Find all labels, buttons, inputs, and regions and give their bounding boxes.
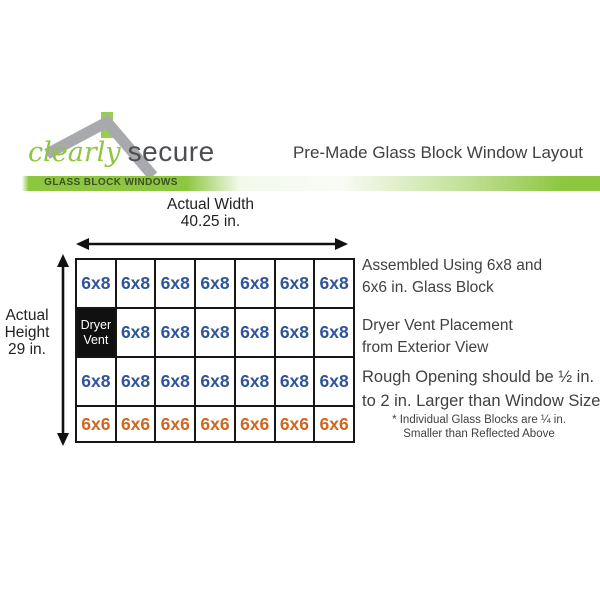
actual-width-label: Actual Width 40.25 in. — [118, 196, 303, 230]
height-value-text: 29 in. — [8, 341, 46, 358]
brand-tagline: GLASS BLOCK WINDOWS — [44, 177, 178, 188]
arrowhead-bottom — [57, 433, 69, 446]
glass-block-cell-6x8: 6x8 — [116, 260, 155, 307]
brand-logo: clearly secure — [28, 136, 215, 168]
footnote-line2: Smaller than Reflected Above — [403, 427, 555, 440]
glass-block-cell-6x6: 6x6 — [196, 407, 234, 441]
note-assembled-line2: 6x6 in. Glass Block — [362, 279, 494, 296]
glass-block-cell-6x8: 6x8 — [156, 358, 195, 406]
glass-block-cell-6x8: 6x8 — [275, 308, 314, 357]
note-dryer-vent-line1: Dryer Vent Placement — [362, 317, 513, 334]
glass-block-cell-6x8: 6x8 — [196, 308, 234, 357]
height-label-line1: Actual — [5, 307, 49, 324]
glass-block-cell-6x8: 6x8 — [116, 308, 155, 357]
glass-block-cell-6x6: 6x6 — [116, 407, 155, 441]
arrowhead-left — [76, 238, 89, 250]
glass-block-cell-6x8: 6x8 — [315, 308, 353, 357]
glass-block-cell-6x8: 6x8 — [156, 260, 195, 307]
glass-block-cell-6x6: 6x6 — [156, 407, 195, 441]
width-label-text: Actual Width — [166, 196, 254, 213]
green-banner — [0, 176, 600, 191]
note-dryer-vent: Dryer Vent Placement from Exterior View — [362, 315, 600, 359]
glass-block-grid: 6x8 6x8 6x8 6x8 6x8 6x8 6x8 Dryer Vent 6x8 6x8 6x8 6… — [75, 258, 355, 443]
page-title: Pre-Made Glass Block Window Layout — [292, 143, 584, 162]
glass-block-cell-6x8: 6x8 — [235, 358, 274, 406]
note-assembled-line1: Assembled Using 6x8 and — [362, 257, 543, 274]
glass-block-cell-6x8: 6x8 — [315, 260, 353, 307]
glass-block-cell-6x8: 6x8 — [235, 308, 274, 357]
note-dryer-vent-line2: from Exterior View — [362, 339, 489, 356]
glass-block-cell-6x8: 6x8 — [116, 358, 155, 406]
note-rough-opening-line2: to 2 in. Larger than Window Size — [362, 392, 600, 410]
roof-outline — [44, 115, 158, 180]
glass-block-cell-6x8: 6x8 — [196, 358, 234, 406]
height-arrow — [57, 254, 69, 446]
glass-block-cell-6x8: 6x8 — [275, 358, 314, 406]
dryer-vent-cell: Dryer Vent — [77, 308, 115, 357]
glass-block-cell-6x8: 6x8 — [156, 308, 195, 357]
arrowhead-top — [57, 254, 69, 267]
brand-word-clearly: clearly — [28, 137, 121, 168]
height-label-line2: Height — [4, 324, 50, 341]
footnote-line1: * Individual Glass Blocks are ¼ in. — [392, 414, 566, 426]
roof-logo-icon — [44, 112, 158, 180]
glass-block-cell-6x8: 6x8 — [235, 260, 274, 307]
glass-block-cell-6x8: 6x8 — [77, 358, 115, 406]
width-value-text: 40.25 in. — [180, 213, 241, 230]
glass-block-cell-6x6: 6x6 — [315, 407, 353, 441]
note-assembled: Assembled Using 6x8 and 6x6 in. Glass Bl… — [362, 255, 600, 299]
footnote: * Individual Glass Blocks are ¼ in. Smal… — [368, 414, 590, 441]
width-arrow — [76, 238, 348, 250]
note-rough-opening: Rough Opening should be ½ in. to 2 in. L… — [362, 365, 600, 413]
note-rough-opening-line1: Rough Opening should be ½ in. — [362, 368, 595, 386]
glass-block-cell-6x8: 6x8 — [77, 260, 115, 307]
glass-block-cell-6x8: 6x8 — [315, 358, 353, 406]
brand-word-secure: secure — [127, 136, 215, 167]
glass-block-cell-6x6: 6x6 — [275, 407, 314, 441]
arrowhead-right — [335, 238, 348, 250]
glass-block-cell-6x8: 6x8 — [275, 260, 314, 307]
glass-block-cell-6x6: 6x6 — [77, 407, 115, 441]
glass-block-cell-6x8: 6x8 — [196, 260, 234, 307]
glass-block-cell-6x6: 6x6 — [235, 407, 274, 441]
actual-height-label: Actual Height 29 in. — [0, 307, 54, 358]
